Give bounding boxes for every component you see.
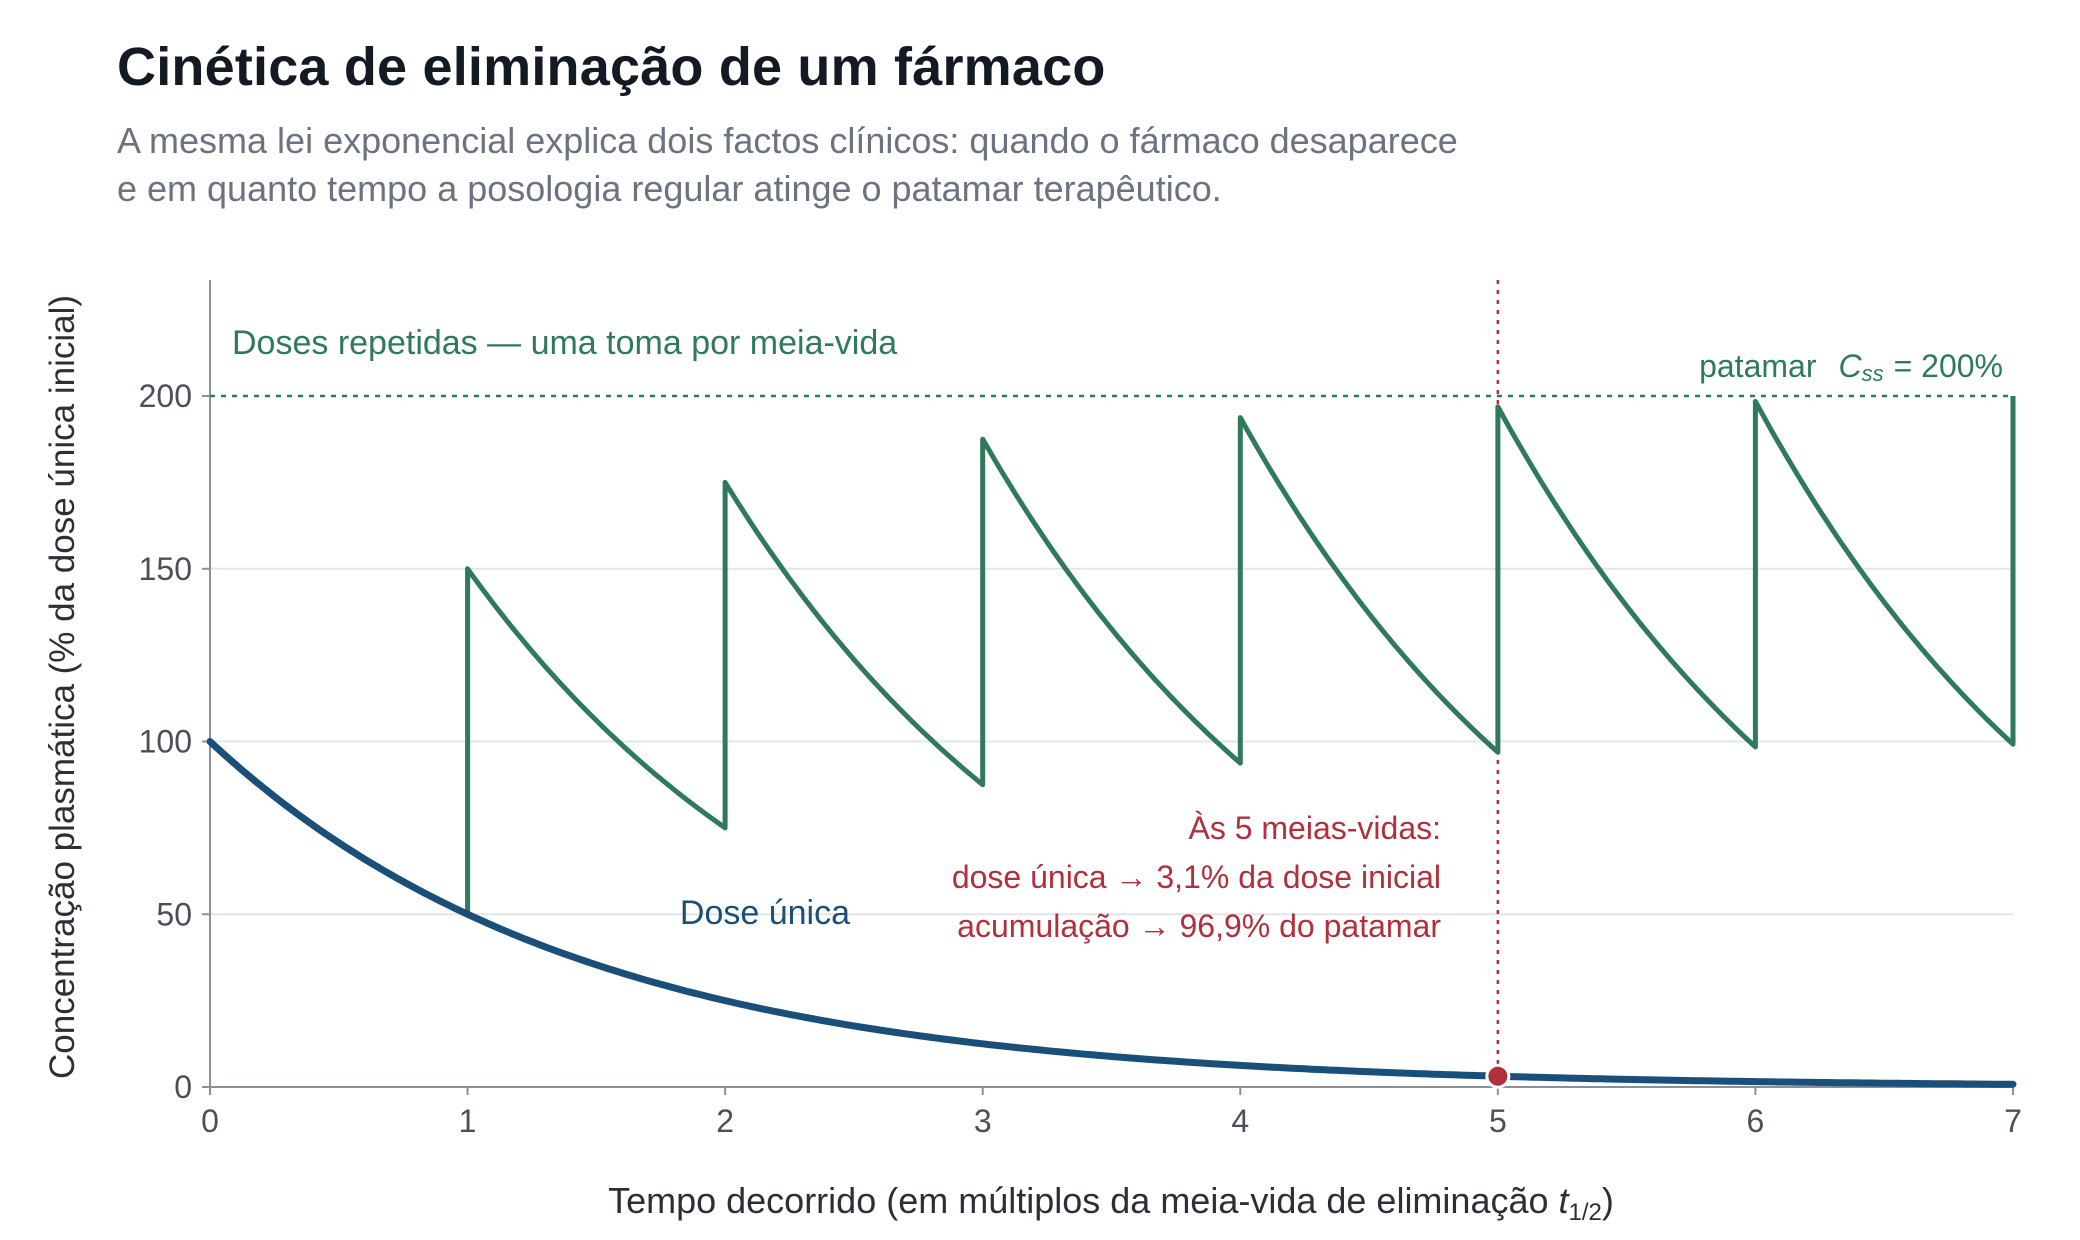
chart-subtitle: A mesma lei exponencial explica dois fac… [117,117,1817,213]
x-axis-label: Tempo decorrido (em múltiplos da meia-vi… [608,1180,1614,1226]
marker-point [1485,1063,1511,1089]
annotation-line-2: dose única → 3,1% da dose inicial [952,859,1441,895]
plateau-label: patamar Css = 200% [1699,348,2003,386]
x-tick-label-2: 2 [716,1103,734,1139]
y-tick-label-200: 200 [139,378,192,414]
axes [209,280,2013,1088]
repeated-dose-line [208,396,2016,917]
series-label-single: Dose única [680,894,850,932]
x-tick-label-3: 3 [974,1103,992,1139]
y-tick-label-50: 50 [156,896,192,932]
grid-lines [210,567,2013,916]
x-tick-label-1: 1 [459,1103,477,1139]
subtitle-line-1: A mesma lei exponencial explica dois fac… [117,120,1458,161]
chart-title: Cinética de eliminação de um fármaco [117,37,1106,97]
markers [1485,1063,1511,1089]
y-tick-label-150: 150 [139,551,192,587]
annotations: Doses repetidas — uma toma por meia-vida… [43,295,2003,1226]
series-lines [206,396,2017,1088]
annotation-line-1: Às 5 meias-vidas: [1188,810,1441,846]
subtitle-line-2: e em quanto tempo a posologia regular at… [117,168,1222,209]
x-tick-label-6: 6 [1747,1103,1765,1139]
x-tick-label-0: 0 [201,1103,219,1139]
tick-labels: 0 50 100 150 200 0 1 2 3 4 5 6 7 [139,378,2022,1139]
y-tick-label-0: 0 [174,1069,192,1105]
reference-lines [210,280,2013,1087]
single-dose-line [206,738,2017,1088]
y-tick-label-100: 100 [139,724,192,760]
x-tick-label-5: 5 [1489,1103,1507,1139]
y-axis-label: Concentração plasmática (% da dose única… [43,295,82,1079]
x-tick-label-7: 7 [2004,1103,2022,1139]
annotation-line-3: acumulação → 96,9% do patamar [957,908,1441,944]
series-label-repeated: Doses repetidas — uma toma por meia-vida [232,324,897,362]
x-tick-label-4: 4 [1231,1103,1249,1139]
